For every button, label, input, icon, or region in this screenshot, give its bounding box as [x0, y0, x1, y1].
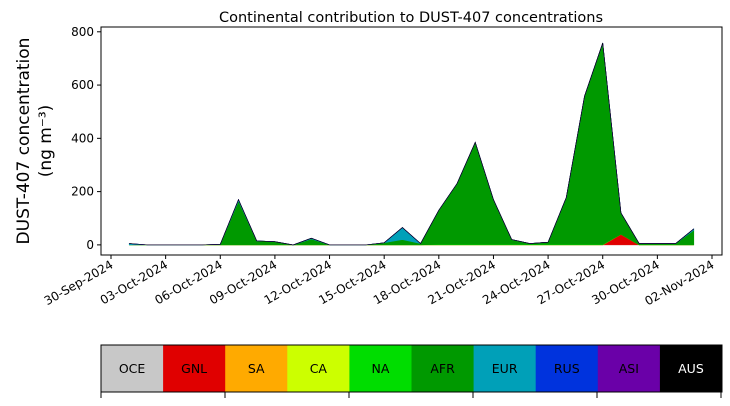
- legend-swatch: [349, 345, 412, 392]
- legend-label: RUS: [554, 361, 580, 376]
- plot-frame: [100, 26, 723, 256]
- legend-swatch: [411, 345, 475, 392]
- y-tick-label: 600: [71, 78, 94, 92]
- legend-label: ASI: [619, 361, 639, 376]
- legend-swatch: [659, 345, 723, 392]
- area: [129, 42, 694, 246]
- legend-swatch: [473, 345, 537, 392]
- legend-swatch: [225, 345, 288, 392]
- area: [129, 42, 695, 246]
- y-tick-label: 200: [71, 185, 94, 199]
- legend-frame: [100, 344, 723, 393]
- legend-swatch: [101, 345, 164, 392]
- legend-label: GNL: [181, 361, 207, 376]
- y-tick-label: 400: [71, 131, 94, 145]
- y-axis-label: DUST-407 concentration: [14, 38, 34, 245]
- y-tick-label: 800: [71, 25, 94, 39]
- legend-label: AUS: [678, 361, 704, 376]
- legend-label: AFR: [430, 361, 455, 376]
- y-tick-label: 0: [86, 238, 94, 252]
- y-axis-label: (ng m⁻³): [36, 105, 56, 178]
- legend-swatch: [287, 345, 350, 392]
- legend-label: EUR: [492, 361, 518, 376]
- legend-label: OCE: [119, 361, 146, 376]
- legend-ticks: [100, 392, 722, 398]
- legend-label: SA: [248, 361, 265, 376]
- legend-swatch: [597, 345, 661, 392]
- legend-swatch: [163, 345, 226, 392]
- legend-label: CA: [310, 361, 328, 376]
- chart-title: Continental contribution to DUST-407 con…: [219, 10, 603, 26]
- legend-label: NA: [371, 361, 389, 376]
- legend-swatch: [535, 345, 599, 392]
